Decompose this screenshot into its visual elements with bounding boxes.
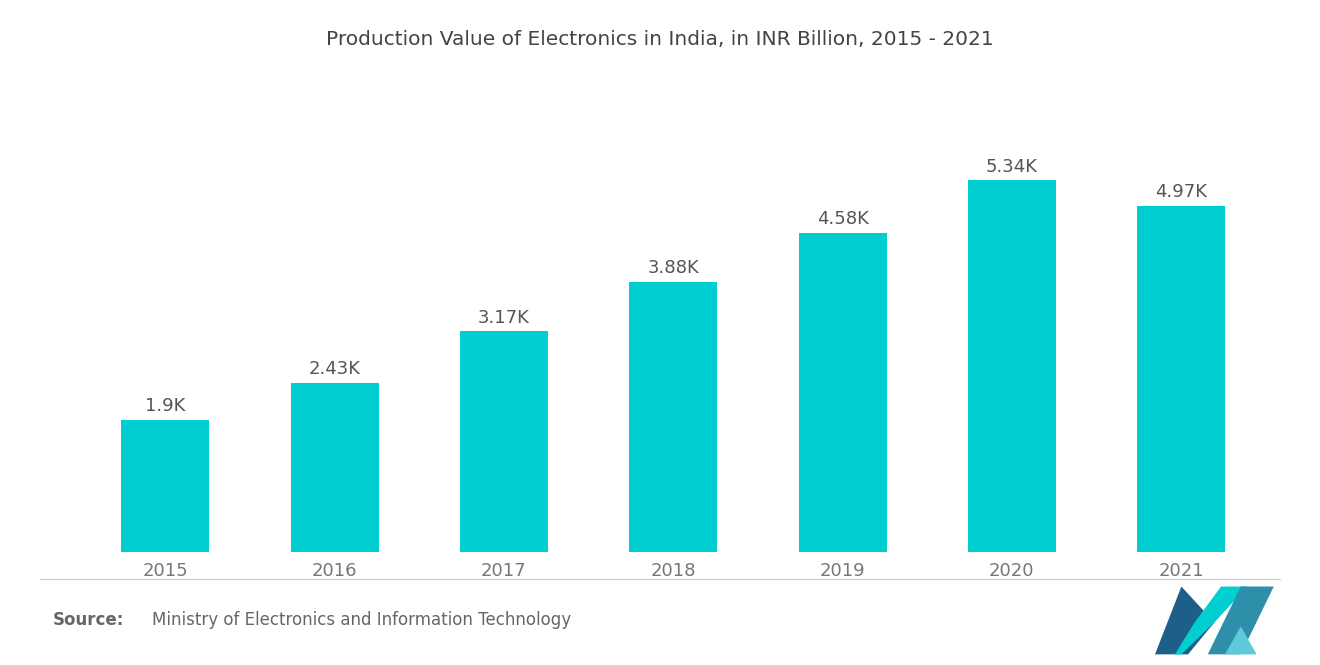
Text: 5.34K: 5.34K [986,158,1038,176]
Bar [290,383,379,552]
Text: 1.9K: 1.9K [145,397,185,415]
Bar [1137,206,1225,552]
Polygon shape [1175,587,1247,654]
Text: 4.97K: 4.97K [1155,184,1208,201]
Bar [968,180,1056,552]
Text: 2.43K: 2.43K [309,360,360,378]
Text: 3.17K: 3.17K [478,309,529,327]
Text: Source:: Source: [53,610,124,629]
Polygon shape [1208,587,1274,654]
Text: 4.58K: 4.58K [817,210,869,229]
Text: Production Value of Electronics in India, in INR Billion, 2015 - 2021: Production Value of Electronics in India… [326,30,994,49]
Bar [459,331,548,552]
Polygon shape [1225,626,1257,654]
Bar [799,233,887,552]
Bar [630,282,717,552]
Polygon shape [1155,587,1214,654]
Text: 3.88K: 3.88K [647,259,700,277]
Text: Ministry of Electronics and Information Technology: Ministry of Electronics and Information … [152,610,572,629]
Bar [121,420,210,552]
